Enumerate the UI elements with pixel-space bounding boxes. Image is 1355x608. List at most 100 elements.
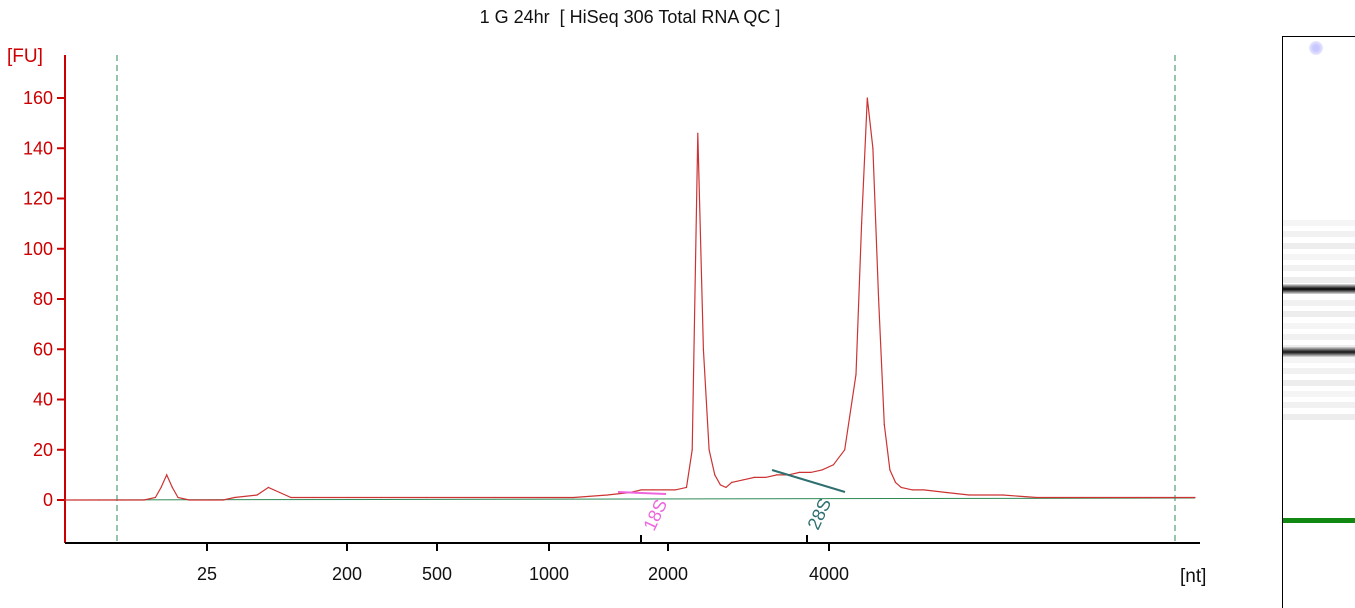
data-point [313, 496, 315, 499]
gel-smear [1283, 231, 1355, 237]
data-point [279, 491, 281, 494]
y-tick-label: 60 [33, 339, 53, 359]
data-point [267, 486, 269, 488]
data-point [256, 494, 258, 496]
data-point [821, 469, 823, 471]
peak-28s-label: 28S [803, 495, 835, 532]
y-tick-label: 40 [33, 390, 53, 410]
data-point [714, 474, 716, 476]
x-tick-label: 4000 [809, 564, 849, 584]
trace-line [65, 97, 1195, 501]
flower-icon [1309, 41, 1323, 55]
data-point [878, 298, 880, 300]
x-tick-label: 1000 [529, 564, 569, 584]
x-tick-label: 200 [332, 564, 362, 584]
data-point [572, 496, 575, 499]
data-point [691, 449, 693, 451]
data-point [866, 97, 868, 99]
y-tick-label: 140 [23, 138, 53, 158]
data-point [872, 147, 874, 149]
gel-smear [1283, 323, 1355, 329]
data-point [1036, 496, 1038, 499]
peak-18s-baseline [617, 491, 667, 495]
data-point [968, 494, 970, 496]
y-ticks: 0 20 40 60 80 100 120 140 160 [23, 88, 65, 510]
data-point [177, 496, 179, 499]
y-tick-label: 80 [33, 289, 53, 309]
data-point [832, 464, 835, 466]
data-point [861, 223, 863, 225]
data-point [233, 496, 236, 499]
gel-smear [1283, 380, 1355, 386]
gel-smear [1283, 311, 1355, 317]
x-tick-label: 25 [197, 564, 217, 584]
marker-lines [64, 55, 1196, 543]
series [64, 97, 1196, 501]
data-point [900, 486, 902, 488]
data-point [742, 479, 744, 481]
data-point [697, 132, 699, 134]
data-point [426, 496, 428, 499]
gel-smear [1283, 254, 1355, 260]
data-point [663, 489, 665, 491]
data-point [798, 471, 801, 473]
data-point [290, 496, 292, 499]
data-point [1002, 494, 1004, 496]
y-axis-label: [FU] [7, 46, 43, 67]
gel-smear [1283, 391, 1355, 397]
y-tick-label: 160 [23, 88, 53, 108]
gel-smear [1283, 334, 1355, 340]
gel-smear [1283, 357, 1355, 363]
data-point [120, 499, 123, 501]
data-point [702, 348, 705, 350]
gel-smear [1283, 368, 1355, 374]
chart-title: 1 G 24hr [ HiSeq 306 Total RNA QC ] [479, 7, 781, 27]
data-point [685, 486, 688, 488]
data-point [911, 489, 914, 491]
y-tick-label: 100 [23, 239, 53, 259]
x-tick-label: 2000 [648, 564, 688, 584]
data-point [606, 494, 609, 496]
y-tick-label: 120 [23, 189, 53, 209]
data-point [923, 489, 925, 491]
electropherogram-plot: 0 20 40 60 80 100 120 140 160 25 200 500 1000 2000 40… [7, 46, 1206, 587]
peak-28s-baseline [771, 469, 846, 493]
data-point [725, 486, 727, 488]
gel-band [1283, 518, 1355, 523]
gel-smear [1283, 220, 1355, 226]
peak-18s-label: 18S [639, 496, 671, 533]
gel-smear [1283, 277, 1355, 283]
data-point [1081, 496, 1083, 499]
data-point [945, 491, 948, 494]
data-point [98, 499, 100, 501]
data-point [166, 474, 168, 476]
data-point [188, 499, 190, 501]
x-tick-label: 500 [422, 564, 452, 584]
data-point [64, 499, 66, 501]
data-point [810, 471, 812, 473]
y-tick-label: 20 [33, 440, 53, 460]
gel-band [1283, 347, 1355, 357]
data-point [889, 469, 891, 471]
data-point [844, 449, 846, 451]
data-point [855, 373, 857, 375]
x-axis-label: [nt] [1180, 566, 1206, 587]
data-point [708, 449, 710, 451]
data-point [171, 486, 173, 488]
x-ticks: 25 200 500 1000 2000 4000 [197, 535, 849, 584]
data-point [154, 496, 156, 499]
data-point [753, 476, 755, 478]
y-tick-label: 0 [43, 490, 53, 510]
data-point [731, 481, 733, 483]
data-point [765, 476, 767, 478]
data-point [346, 496, 349, 499]
gel-smear [1283, 414, 1355, 420]
data-point [776, 474, 778, 476]
data-point [143, 499, 145, 501]
data-point [160, 486, 162, 488]
gel-smear [1283, 243, 1355, 249]
gel-smear [1283, 300, 1355, 306]
data-point [652, 489, 654, 491]
gel-smear [1283, 402, 1355, 408]
data-point [222, 499, 224, 501]
